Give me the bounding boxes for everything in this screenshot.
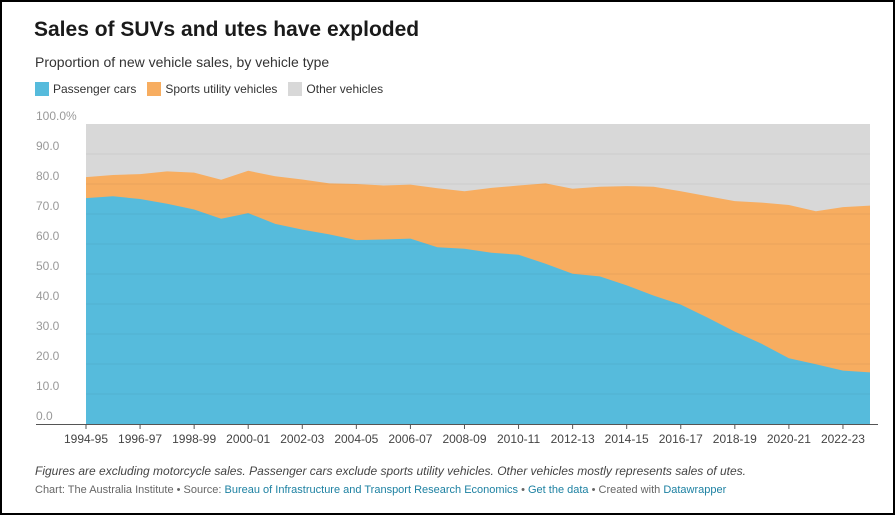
footnote: Figures are excluding motorcycle sales. … bbox=[35, 464, 746, 478]
chart-subtitle: Proportion of new vehicle sales, by vehi… bbox=[35, 54, 330, 70]
credit-line: Chart: The Australia Institute • Source:… bbox=[35, 484, 726, 496]
y-tick-label: 50.0 bbox=[36, 259, 60, 273]
credit-sep: • Source: bbox=[173, 484, 225, 496]
legend-item-passenger-cars: Passenger cars bbox=[35, 82, 136, 96]
y-tick-label: 70.0 bbox=[36, 199, 60, 213]
x-tick-label: 2012-13 bbox=[551, 432, 595, 446]
y-tick-label: 40.0 bbox=[36, 289, 60, 303]
area-chart: 0.0 10.0 20.0 30.0 40.0 50.0 60.0 70.0 80.0 90.0 1… bbox=[36, 109, 878, 446]
x-tick-label: 2014-15 bbox=[605, 432, 649, 446]
x-tick-label: 1996-97 bbox=[118, 432, 162, 446]
x-tick-label: 2004-05 bbox=[334, 432, 378, 446]
x-tick-label: 2016-17 bbox=[659, 432, 703, 446]
legend: Passenger cars Sports utility vehicles O… bbox=[35, 82, 394, 96]
y-tick-label: 100.0% bbox=[36, 109, 77, 123]
x-tick-label: 2000-01 bbox=[226, 432, 270, 446]
chart-title: Sales of SUVs and utes have exploded bbox=[34, 18, 420, 41]
source-link[interactable]: Bureau of Infrastructure and Transport R… bbox=[224, 484, 519, 496]
y-tick-label: 90.0 bbox=[36, 139, 60, 153]
y-tick-label: 10.0 bbox=[36, 379, 60, 393]
y-tick-label: 0.0 bbox=[36, 409, 53, 423]
x-tick-label: 2006-07 bbox=[388, 432, 432, 446]
legend-label: Sports utility vehicles bbox=[165, 82, 278, 96]
x-tick-label: 2020-21 bbox=[767, 432, 811, 446]
get-data-link[interactable]: Get the data bbox=[527, 484, 589, 496]
x-tick-label: 2010-11 bbox=[497, 432, 540, 446]
y-tick-label: 20.0 bbox=[36, 349, 60, 363]
legend-item-suvs: Sports utility vehicles bbox=[147, 82, 277, 96]
y-tick-label: 30.0 bbox=[36, 319, 60, 333]
x-tick-label: 2022-23 bbox=[821, 432, 865, 446]
legend-label: Other vehicles bbox=[306, 82, 384, 96]
x-tick-label: 1998-99 bbox=[172, 432, 216, 446]
legend-swatch bbox=[288, 82, 303, 96]
legend-item-other-vehicles: Other vehicles bbox=[288, 82, 383, 96]
legend-swatch bbox=[35, 82, 49, 96]
x-tick-label: 2002-03 bbox=[280, 432, 324, 446]
credit-sep: • bbox=[518, 484, 528, 496]
x-tick-label: 2008-09 bbox=[442, 432, 486, 446]
datawrapper-link[interactable]: Datawrapper bbox=[663, 484, 727, 496]
legend-label: Passenger cars bbox=[53, 82, 137, 96]
x-tick-label: 1994-95 bbox=[64, 432, 108, 446]
area-passenger-cars bbox=[86, 196, 870, 424]
y-tick-label: 80.0 bbox=[36, 169, 60, 183]
credit-sep: • Created with bbox=[588, 484, 664, 496]
legend-swatch bbox=[147, 82, 162, 96]
y-tick-label: 60.0 bbox=[36, 229, 60, 243]
x-tick-label: 2018-19 bbox=[713, 432, 757, 446]
credit-chart-by: Chart: The Australia Institute bbox=[35, 484, 174, 496]
